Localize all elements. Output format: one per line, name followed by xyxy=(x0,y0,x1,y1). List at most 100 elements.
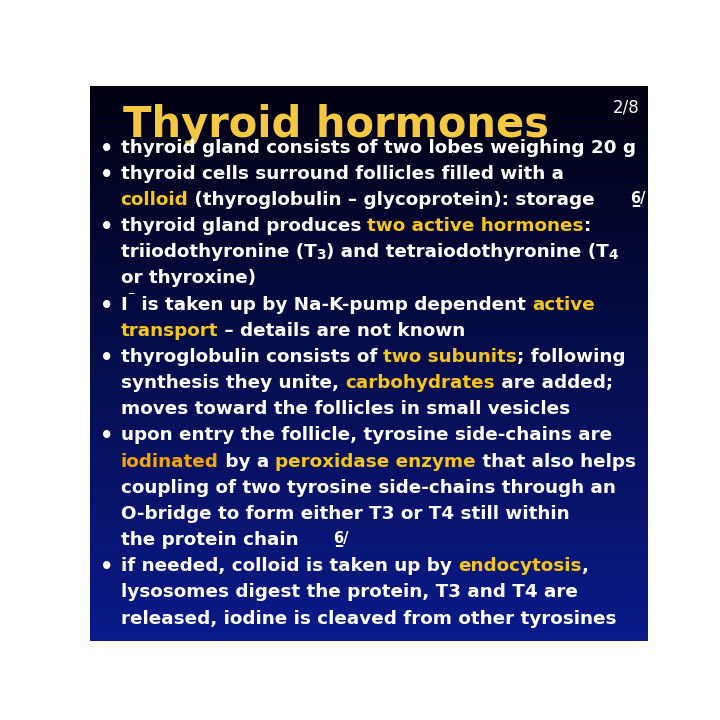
Text: Thyroid hormones: Thyroid hormones xyxy=(122,104,549,146)
Bar xyxy=(90,530,648,533)
Bar xyxy=(90,575,648,577)
Bar xyxy=(90,577,648,580)
Bar xyxy=(90,208,648,211)
Bar xyxy=(90,220,648,222)
Bar xyxy=(90,560,648,563)
Bar xyxy=(90,86,648,89)
Bar xyxy=(90,446,648,449)
Bar xyxy=(90,181,648,184)
Bar xyxy=(90,599,648,602)
Bar xyxy=(90,546,648,549)
Bar xyxy=(90,112,648,114)
Bar xyxy=(90,292,648,294)
Bar xyxy=(90,544,648,546)
Bar xyxy=(90,438,648,441)
Bar xyxy=(90,402,648,405)
Bar xyxy=(90,580,648,582)
Bar xyxy=(90,228,648,230)
Bar xyxy=(90,461,648,464)
Bar xyxy=(90,106,648,109)
Bar xyxy=(90,92,648,95)
Bar xyxy=(90,508,648,510)
Bar xyxy=(90,100,648,103)
Bar xyxy=(90,172,648,175)
Text: •: • xyxy=(100,295,114,315)
Text: 6̲/: 6̲/ xyxy=(630,191,646,207)
Bar xyxy=(90,317,648,319)
Bar xyxy=(90,618,648,621)
Text: lysosomes digest the protein, T3 and T4 are: lysosomes digest the protein, T3 and T4 … xyxy=(121,583,577,601)
Bar xyxy=(90,466,648,469)
Bar xyxy=(90,330,648,333)
Bar xyxy=(90,236,648,239)
Bar xyxy=(90,519,648,521)
Bar xyxy=(90,474,648,477)
Bar xyxy=(90,389,648,391)
Bar xyxy=(90,613,648,616)
Bar xyxy=(90,311,648,314)
Text: ; following: ; following xyxy=(517,348,626,366)
Text: upon entry the follicle, tyrosine side-chains are: upon entry the follicle, tyrosine side-c… xyxy=(121,426,612,444)
Bar xyxy=(90,494,648,497)
Bar xyxy=(90,333,648,336)
Bar xyxy=(90,114,648,117)
Bar xyxy=(90,632,648,635)
Bar xyxy=(90,319,648,322)
Text: is taken up by Na-K-pump dependent: is taken up by Na-K-pump dependent xyxy=(135,295,532,313)
Bar xyxy=(90,150,648,153)
Bar xyxy=(90,142,648,145)
Bar xyxy=(90,145,648,148)
Bar xyxy=(90,549,648,552)
Bar xyxy=(90,480,648,483)
Bar xyxy=(90,300,648,302)
Text: ,: , xyxy=(582,557,588,575)
Bar xyxy=(90,616,648,618)
Bar xyxy=(90,164,648,167)
Bar xyxy=(90,483,648,485)
Text: thyroid gland produces: thyroid gland produces xyxy=(121,217,367,235)
Bar xyxy=(90,200,648,203)
Bar xyxy=(90,214,648,217)
Bar xyxy=(90,572,648,575)
Bar xyxy=(90,341,648,344)
Text: •: • xyxy=(100,557,114,577)
Bar xyxy=(90,192,648,194)
Text: (thyroglobulin – glycoprotein): storage: (thyroglobulin – glycoprotein): storage xyxy=(189,191,601,209)
Text: coupling of two tyrosine side-chains through an: coupling of two tyrosine side-chains thr… xyxy=(121,479,616,497)
Bar xyxy=(90,372,648,374)
Bar xyxy=(90,436,648,438)
Bar xyxy=(90,428,648,430)
Bar xyxy=(90,178,648,181)
Bar xyxy=(90,294,648,297)
Bar xyxy=(90,278,648,280)
Text: the protein chain: the protein chain xyxy=(121,531,305,549)
Bar xyxy=(90,541,648,544)
Text: O-bridge to form either T3 or T4 still within: O-bridge to form either T3 or T4 still w… xyxy=(121,505,570,523)
Bar xyxy=(90,627,648,630)
Bar xyxy=(90,500,648,503)
Bar xyxy=(90,635,648,638)
Bar xyxy=(90,374,648,377)
Bar xyxy=(90,286,648,289)
Text: released, iodine is cleaved from other tyrosines: released, iodine is cleaved from other t… xyxy=(121,610,616,628)
Bar xyxy=(90,336,648,338)
Bar xyxy=(90,158,648,161)
Bar xyxy=(90,253,648,256)
Bar xyxy=(90,491,648,494)
Text: two subunits: two subunits xyxy=(384,348,517,366)
Bar xyxy=(90,386,648,389)
Bar xyxy=(90,455,648,458)
Text: moves toward the follicles in small vesicles: moves toward the follicles in small vesi… xyxy=(121,400,570,418)
Bar xyxy=(90,516,648,519)
Bar xyxy=(90,369,648,372)
Text: I: I xyxy=(121,295,127,313)
Bar xyxy=(90,585,648,588)
Bar xyxy=(90,521,648,524)
Bar xyxy=(90,256,648,258)
Bar xyxy=(90,247,648,250)
Bar xyxy=(90,136,648,139)
Text: by a: by a xyxy=(219,453,275,471)
Bar xyxy=(90,302,648,305)
Bar xyxy=(90,225,648,228)
Bar xyxy=(90,169,648,172)
